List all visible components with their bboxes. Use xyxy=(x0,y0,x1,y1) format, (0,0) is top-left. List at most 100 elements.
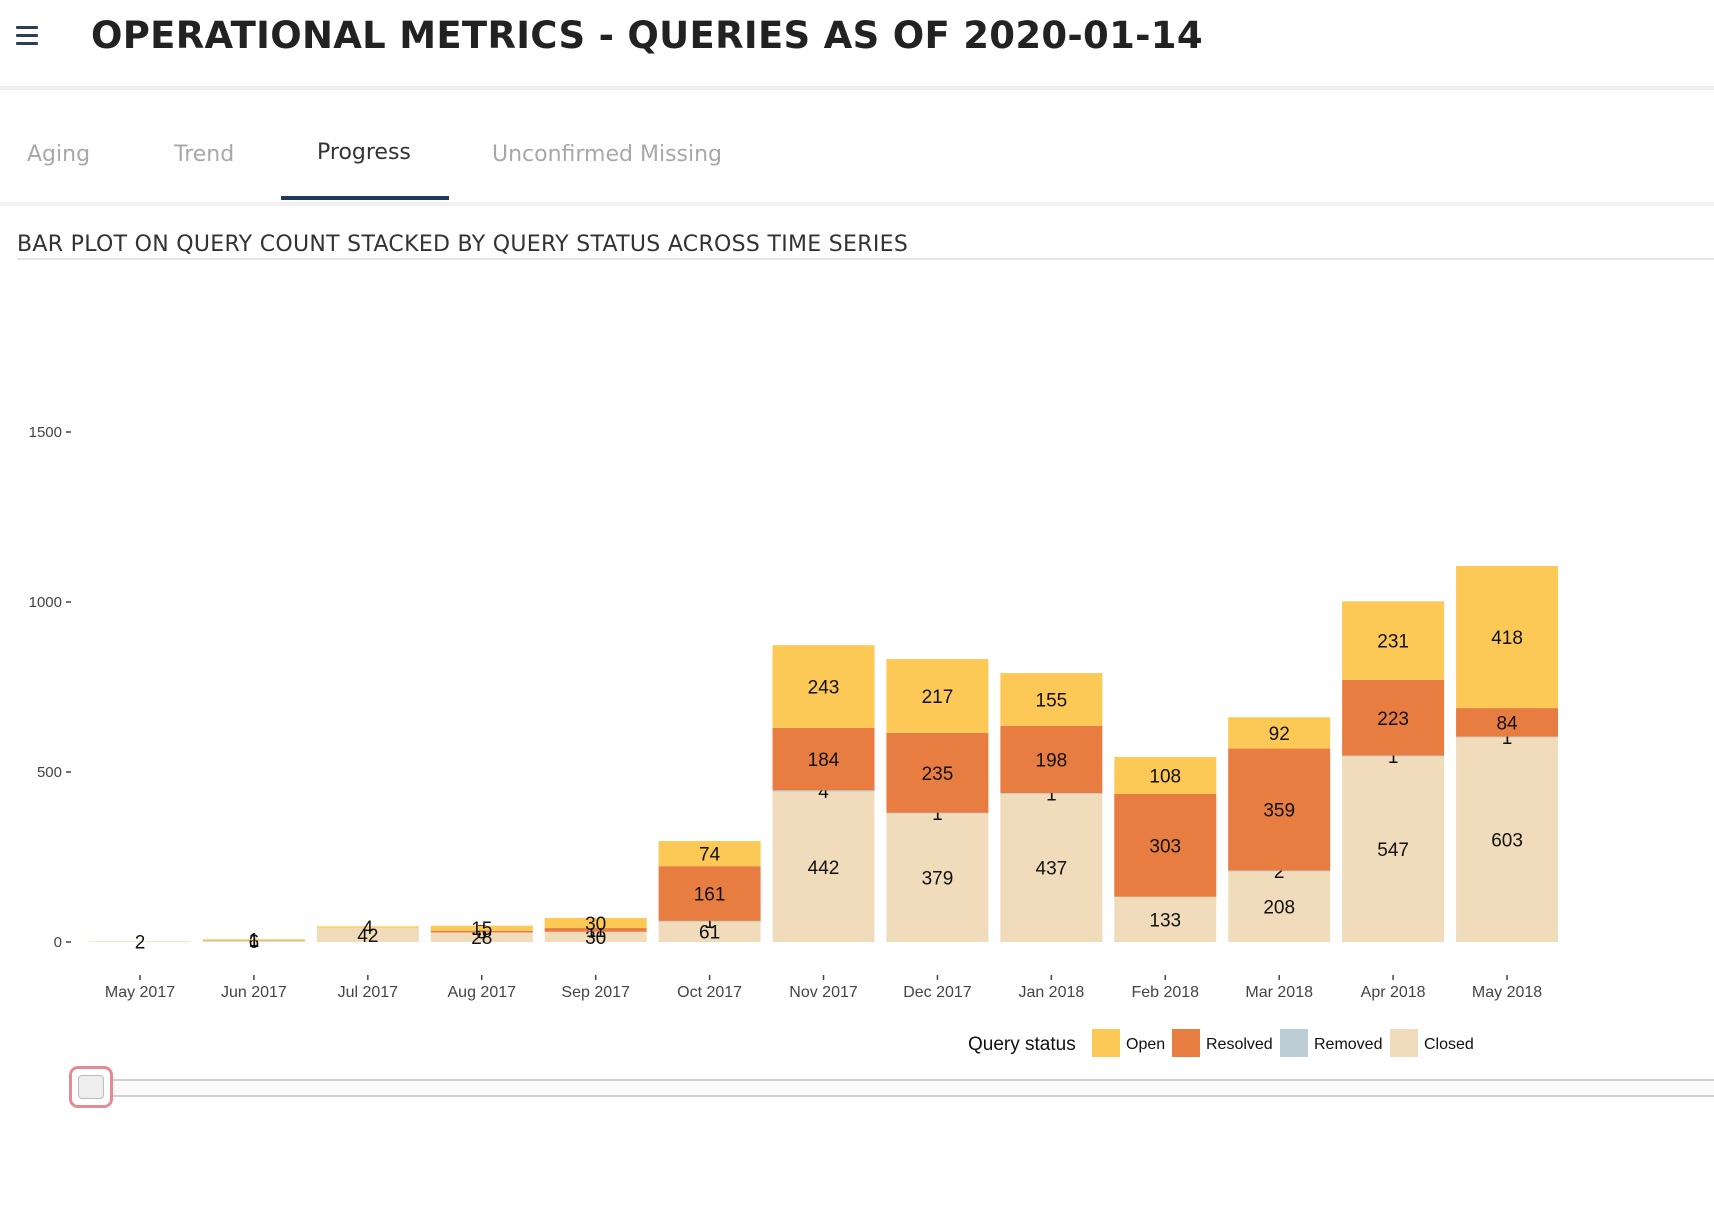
bar-segment-closed xyxy=(1456,736,1559,942)
x-tick-label: Jun 2017 xyxy=(221,984,287,1001)
bar-segment-closed xyxy=(772,791,875,942)
bar-segment-open xyxy=(772,645,875,728)
bar-segment-resolved xyxy=(1342,679,1445,756)
data-label: 442 xyxy=(808,858,840,879)
data-label: 184 xyxy=(808,750,840,771)
data-label: 2 xyxy=(1274,862,1285,883)
chart-title: BAR PLOT ON QUERY COUNT STACKED BY QUERY… xyxy=(17,232,909,257)
hamburger-menu-icon[interactable] xyxy=(16,26,38,46)
data-label: 1 xyxy=(249,931,260,952)
data-label: 84 xyxy=(1496,713,1518,734)
bar-segment-open xyxy=(1000,673,1103,726)
data-label: 1 xyxy=(249,930,260,951)
data-label: 5 xyxy=(476,923,487,944)
data-label: 30 xyxy=(585,928,606,949)
tab-trend[interactable]: Trend xyxy=(174,142,235,167)
bar-segment-closed xyxy=(1228,871,1331,942)
x-tick-label: Sep 2017 xyxy=(561,984,630,1001)
data-label: 155 xyxy=(1036,690,1068,711)
tab-unconfirmed-missing[interactable]: Unconfirmed Missing xyxy=(492,142,723,167)
data-label: 74 xyxy=(699,845,721,866)
x-tick-label: Jan 2018 xyxy=(1018,984,1084,1001)
data-label: 1 xyxy=(1046,784,1057,805)
x-tick-label: Nov 2017 xyxy=(789,984,858,1001)
data-label: 231 xyxy=(1377,632,1409,653)
bar-segment-resolved xyxy=(658,866,761,921)
bar-segment-closed xyxy=(89,941,191,943)
bar-segment-removed xyxy=(1000,793,1103,794)
bar-segment-closed xyxy=(430,932,533,942)
y-tick-label: 1500 xyxy=(29,424,62,441)
bar-segment-open xyxy=(544,917,647,929)
x-tick-label: Aug 2017 xyxy=(448,984,517,1001)
bar-segment-closed xyxy=(1114,896,1217,942)
bar-segment-removed xyxy=(1342,755,1445,757)
bar-segment-open xyxy=(1114,757,1217,794)
data-label: 418 xyxy=(1491,628,1523,649)
data-label: 6 xyxy=(249,932,260,953)
data-label: 4 xyxy=(818,782,829,803)
data-label: 243 xyxy=(808,677,840,698)
bar-segment-open xyxy=(430,925,533,931)
range-slider-track[interactable] xyxy=(92,1079,1714,1097)
legend-label-resolved: Resolved xyxy=(1206,1036,1273,1053)
x-tick-label: Apr 2018 xyxy=(1361,984,1426,1001)
data-label: 161 xyxy=(694,885,726,906)
data-label: 217 xyxy=(922,687,954,708)
bar-segment-removed xyxy=(658,920,761,922)
legend-label-open: Open xyxy=(1126,1036,1165,1053)
data-label: 359 xyxy=(1263,801,1295,822)
data-label: 547 xyxy=(1377,840,1409,861)
legend-swatch-removed xyxy=(1280,1029,1308,1057)
bar-segment-open xyxy=(202,939,305,941)
bar-segment-resolved xyxy=(772,727,875,791)
data-label: 379 xyxy=(922,869,954,890)
data-label: 223 xyxy=(1377,709,1409,730)
data-label: 92 xyxy=(1269,724,1290,745)
data-label: 437 xyxy=(1036,859,1068,880)
bar-segment-closed xyxy=(658,921,761,942)
data-label: 4 xyxy=(363,918,374,939)
bar-segment-closed xyxy=(1342,756,1445,942)
bar-segment-open xyxy=(1456,565,1559,709)
x-tick-label: May 2018 xyxy=(1472,984,1542,1001)
tab-aging[interactable]: Aging xyxy=(27,142,91,167)
data-label: 108 xyxy=(1149,766,1181,787)
bar-segment-open xyxy=(886,659,989,733)
bar-segment-closed xyxy=(1000,793,1103,942)
data-label: 1 xyxy=(1388,747,1399,768)
data-label: 1 xyxy=(932,804,943,825)
x-tick-label: Mar 2018 xyxy=(1245,984,1313,1001)
bar-segment-resolved xyxy=(1114,793,1217,897)
data-label: 208 xyxy=(1263,898,1295,919)
bar-segment-resolved xyxy=(1000,725,1103,794)
data-label: 28 xyxy=(471,928,492,949)
bar-segment-open xyxy=(1228,717,1331,749)
data-label: 2 xyxy=(135,933,146,954)
bar-segment-resolved xyxy=(430,930,533,933)
tab-progress[interactable]: Progress xyxy=(317,140,411,165)
legend-swatch-resolved xyxy=(1172,1029,1200,1057)
bar-segment-resolved xyxy=(544,928,647,932)
data-label: 603 xyxy=(1491,830,1523,851)
data-label: 42 xyxy=(357,926,378,947)
data-label: 61 xyxy=(699,923,720,944)
data-label: 1 xyxy=(1502,728,1513,749)
bar-segment-open xyxy=(658,841,761,867)
data-label: 1 xyxy=(704,912,715,933)
x-tick-label: Feb 2018 xyxy=(1131,984,1199,1001)
data-label: 30 xyxy=(585,914,606,935)
data-label: 235 xyxy=(922,764,954,785)
x-tick-label: Jul 2017 xyxy=(338,984,399,1001)
bar-segment-closed xyxy=(544,931,647,942)
bar-segment-open xyxy=(1342,601,1445,680)
tab-bar: Aging Trend Progress Unconfirmed Missing xyxy=(0,104,1714,206)
bar-segment-removed xyxy=(772,790,875,792)
bar-segment-resolved xyxy=(1228,748,1331,871)
bar-segment-resolved xyxy=(1456,708,1559,737)
app-header: OPERATIONAL METRICS - QUERIES AS OF 2020… xyxy=(0,0,1714,90)
active-tab-indicator xyxy=(281,196,449,200)
bar-segment-closed xyxy=(886,813,989,942)
range-slider-handle[interactable] xyxy=(69,1066,113,1108)
